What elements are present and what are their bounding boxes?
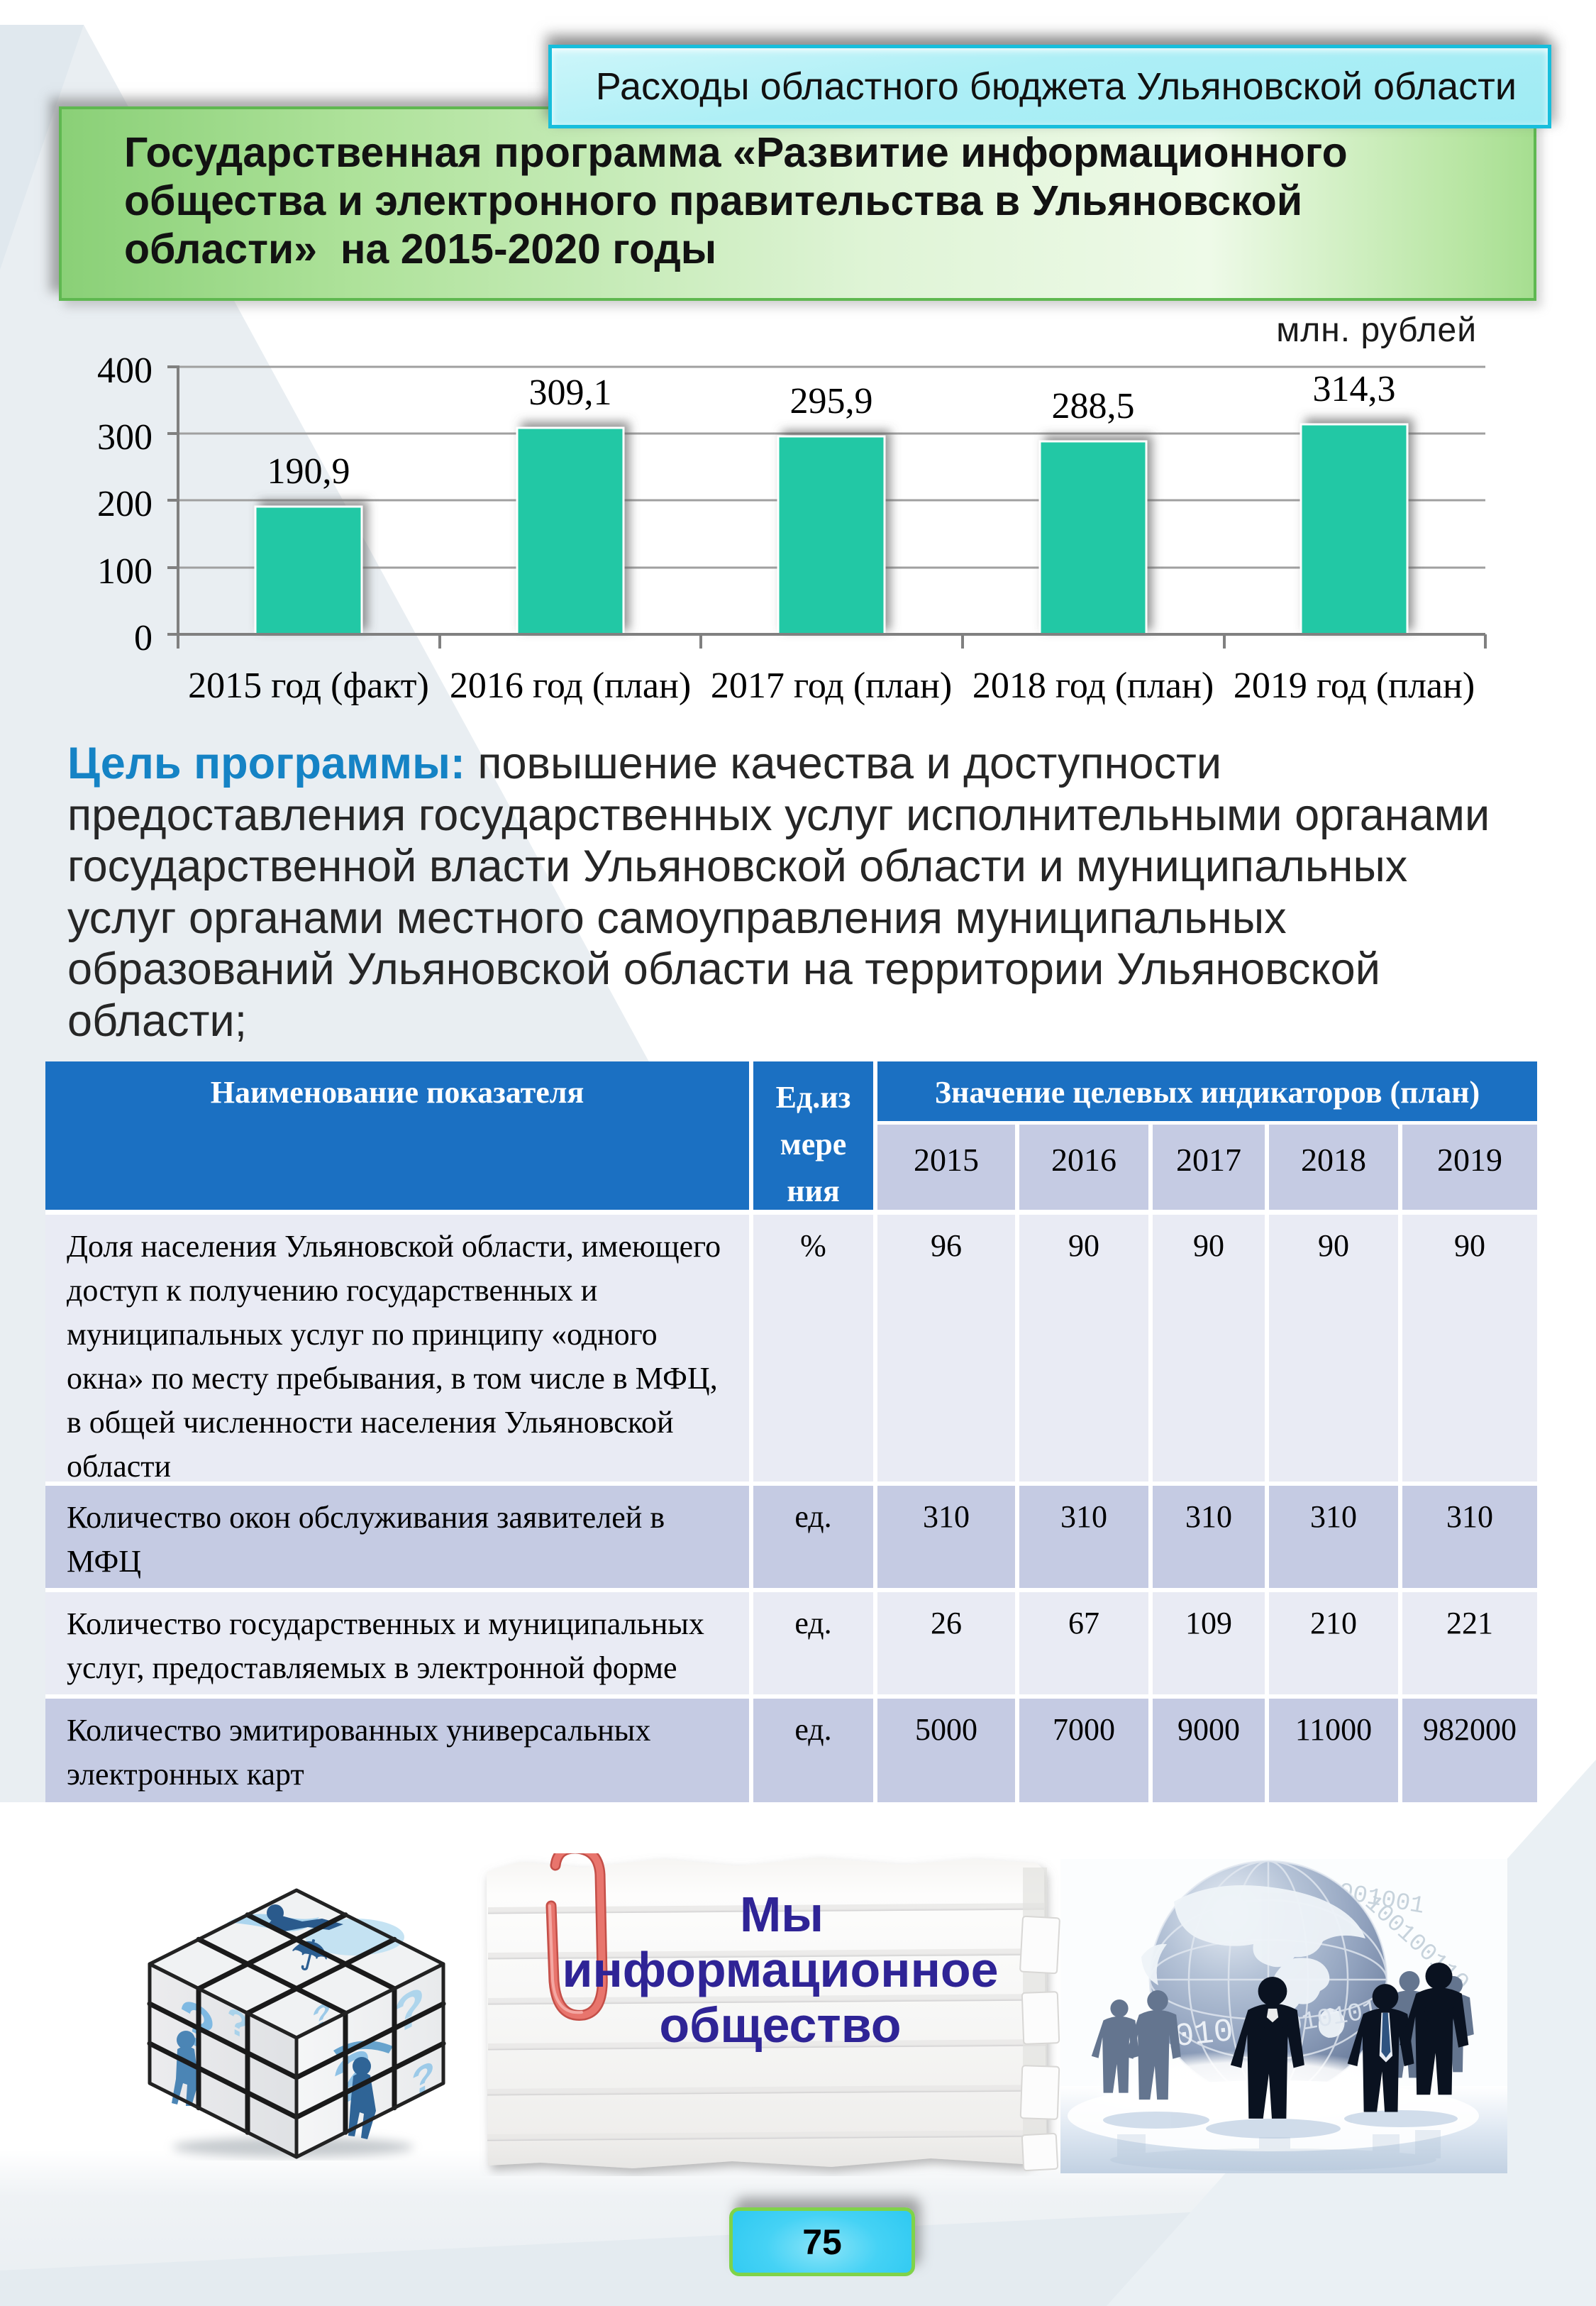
svg-text:Мы: Мы [740, 1887, 824, 1942]
svg-text:295,9: 295,9 [790, 381, 873, 421]
svg-text:190,9: 190,9 [267, 451, 350, 492]
svg-text:информационное: информационное [562, 1942, 998, 1997]
svg-text:288,5: 288,5 [1052, 386, 1135, 426]
svg-text:400: 400 [97, 351, 153, 391]
svg-text:общество: общество [659, 1997, 901, 2053]
svg-text:309,1: 309,1 [529, 373, 612, 413]
svg-text:314,3: 314,3 [1313, 369, 1396, 409]
svg-text:200: 200 [97, 484, 153, 524]
svg-text:2018 год (план): 2018 год (план) [972, 666, 1214, 706]
svg-text:300: 300 [97, 417, 153, 458]
svg-text:2016 год (план): 2016 год (план) [450, 666, 691, 706]
svg-text:2017 год (план): 2017 год (план) [711, 666, 952, 706]
svg-text:2015 год (факт): 2015 год (факт) [188, 666, 429, 706]
svg-text:2019 год (план): 2019 год (план) [1234, 666, 1475, 706]
svg-text:0: 0 [134, 618, 153, 658]
svg-text:100: 100 [97, 551, 153, 592]
